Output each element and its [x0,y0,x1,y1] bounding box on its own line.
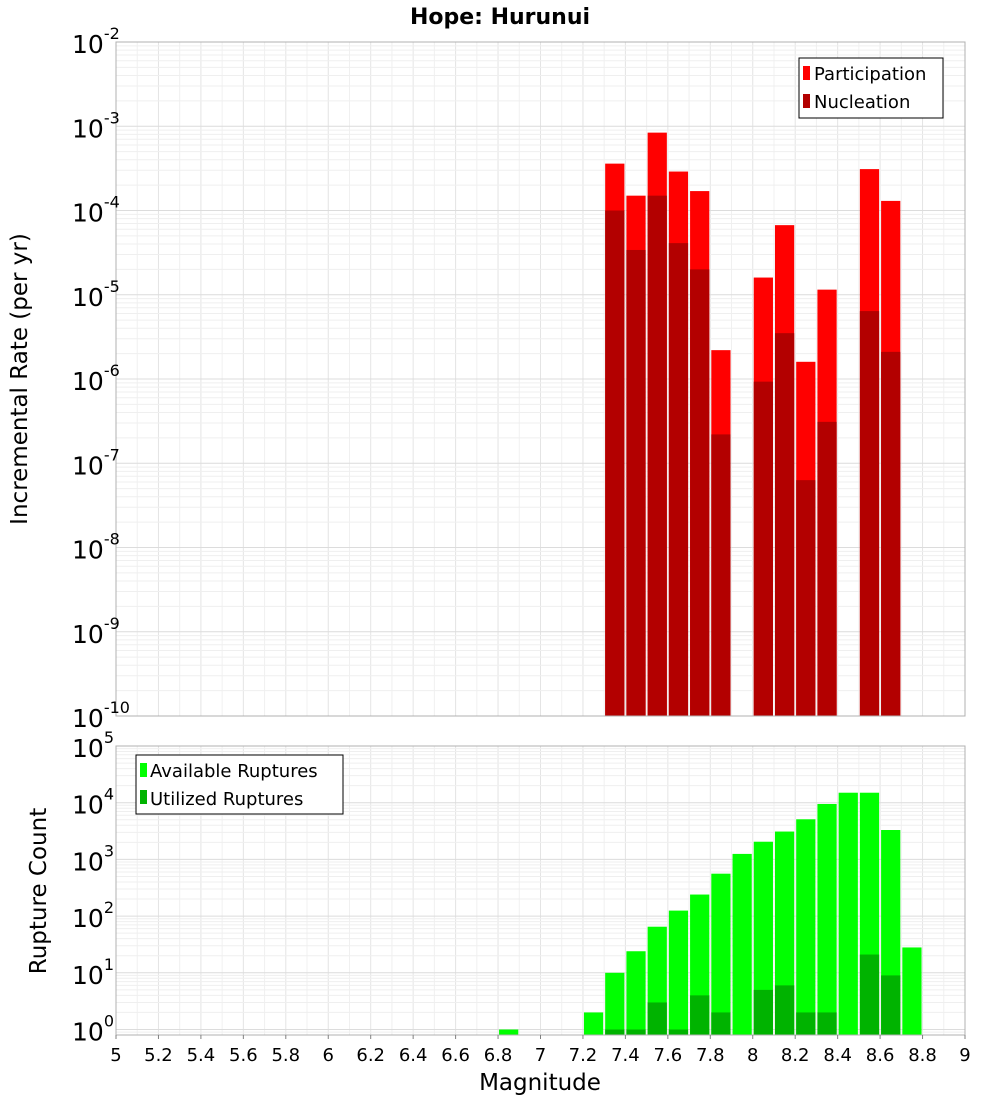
count-bar-s1 [902,947,922,1035]
available-legend-swatch [140,763,147,777]
count-x-ticks: 5 5.2 5.4 5.6 5.8 6 6.2 6.4 6.6 6.8 7 7.2 7.4 7.6 7.8 8… [110,1035,971,1066]
count-bar-s1 [753,841,773,1035]
rate-y-axis-label: Incremental Rate (per yr) [7,233,33,525]
count-bar-s1 [838,792,858,1035]
rate-y-ticks: 10-10 10-9 10-8 10-7 10-6 10-5 10-4 10-3 10-2 [72,24,130,733]
count-bar-s1 [583,1012,604,1035]
rate-bar-s2 [626,249,646,716]
count-bar-s2 [605,1029,625,1035]
x-tick-label: 8.2 [781,1045,810,1066]
count-bars [499,792,922,1035]
x-tick-label: 7.6 [654,1045,683,1066]
x-tick-label: 6.6 [441,1045,470,1066]
x-tick-label: 7 [535,1045,546,1066]
count-bar-s2 [668,1029,689,1035]
count-bar-s2 [626,1029,646,1035]
y-tick-label: 104 [72,785,114,820]
y-tick-label: 10-7 [72,445,120,480]
x-tick-label: 6.8 [484,1045,513,1066]
count-bar-s1 [499,1029,519,1035]
y-tick-label: 10-10 [72,698,130,733]
rate-plot-frame [115,41,966,717]
x-tick-label: 6 [323,1045,334,1066]
rate-bars [605,132,901,717]
x-tick-label: 6.2 [356,1045,385,1066]
count-panel: 100 101 102 103 104 105 5 5.2 5.4 5.6 5.8 6 6.2 6.4 6… [26,728,971,1096]
rate-bar-s2 [647,195,667,716]
count-bar-s2 [711,1012,731,1035]
rate-bar-s2 [711,434,731,716]
count-bar-s1 [605,972,625,1035]
rate-bar-s2 [881,351,901,716]
y-tick-label: 101 [72,955,114,990]
x-tick-label: 5.8 [271,1045,300,1066]
x-tick-label: 8.4 [823,1045,852,1066]
x-tick-label: 8 [747,1045,758,1066]
count-bar-s2 [859,954,880,1035]
x-axis-label: Magnitude [479,1070,601,1096]
rate-bar-s2 [605,210,625,716]
count-bar-s2 [796,1012,816,1035]
y-tick-label: 10-6 [72,361,120,396]
count-bar-s1 [817,803,837,1035]
y-tick-label: 10-9 [72,614,120,649]
rate-grid [115,41,966,717]
count-bar-s2 [881,975,901,1035]
count-y-ticks: 100 101 102 103 104 105 [72,728,114,1047]
x-tick-label: 8.6 [866,1045,895,1066]
participation-legend-swatch [803,66,810,80]
x-tick-label: 5 [110,1045,121,1066]
count-bar-s1 [711,873,731,1035]
count-bar-s2 [647,1002,667,1035]
rate-legend: Participation Nucleation [798,57,944,119]
count-bar-s1 [774,831,795,1035]
rate-bar-s2 [859,311,880,716]
rate-legend-box [798,57,944,119]
y-tick-label: 10-5 [72,277,120,312]
x-tick-label: 5.4 [187,1045,216,1066]
y-tick-label: 102 [72,898,114,933]
y-tick-label: 100 [72,1012,114,1047]
utilized-legend-swatch [140,790,147,804]
rate-bar-s2 [796,480,816,716]
y-tick-label: 10-2 [72,24,120,59]
x-tick-label: 5.6 [229,1045,258,1066]
x-tick-label: 7.2 [569,1045,598,1066]
y-tick-label: 10-8 [72,530,120,565]
chart-title: Hope: Hurunui [410,5,590,30]
count-bar-s1 [626,951,646,1035]
rate-bar-s2 [690,269,710,716]
count-legend: Available Ruptures Utilized Ruptures [135,754,344,815]
count-bar-s1 [796,819,816,1035]
count-bar-s2 [817,1012,837,1035]
count-bar-s1 [732,853,752,1035]
x-tick-label: 7.8 [696,1045,725,1066]
available-legend-label: Available Ruptures [150,761,318,782]
y-tick-label: 103 [72,841,114,876]
rate-bar-s2 [774,333,795,716]
count-bar-s2 [774,985,795,1035]
x-tick-label: 8.8 [908,1045,937,1066]
x-tick-label: 5.2 [144,1045,173,1066]
rate-panel: 10-10 10-9 10-8 10-7 10-6 10-5 10-4 10-3 10-2 In… [7,24,966,733]
x-tick-label: 6.4 [399,1045,428,1066]
y-tick-label: 10-4 [72,193,120,228]
count-y-axis-label: Rupture Count [26,808,52,974]
count-legend-box [135,754,344,815]
rate-bar-s2 [668,243,689,716]
nucleation-legend-swatch [803,94,810,108]
count-bar-s2 [690,995,710,1035]
count-bar-s1 [668,910,689,1035]
x-tick-label: 7.4 [611,1045,640,1066]
utilized-legend-label: Utilized Ruptures [150,789,303,810]
y-tick-label: 10-3 [72,108,120,143]
count-bar-s2 [753,989,773,1035]
participation-legend-label: Participation [814,64,926,85]
rate-bar-s2 [817,421,837,716]
y-tick-label: 105 [72,728,114,763]
rate-bar-s2 [753,381,773,716]
x-tick-label: 9 [959,1045,970,1066]
nucleation-legend-label: Nucleation [814,92,910,113]
